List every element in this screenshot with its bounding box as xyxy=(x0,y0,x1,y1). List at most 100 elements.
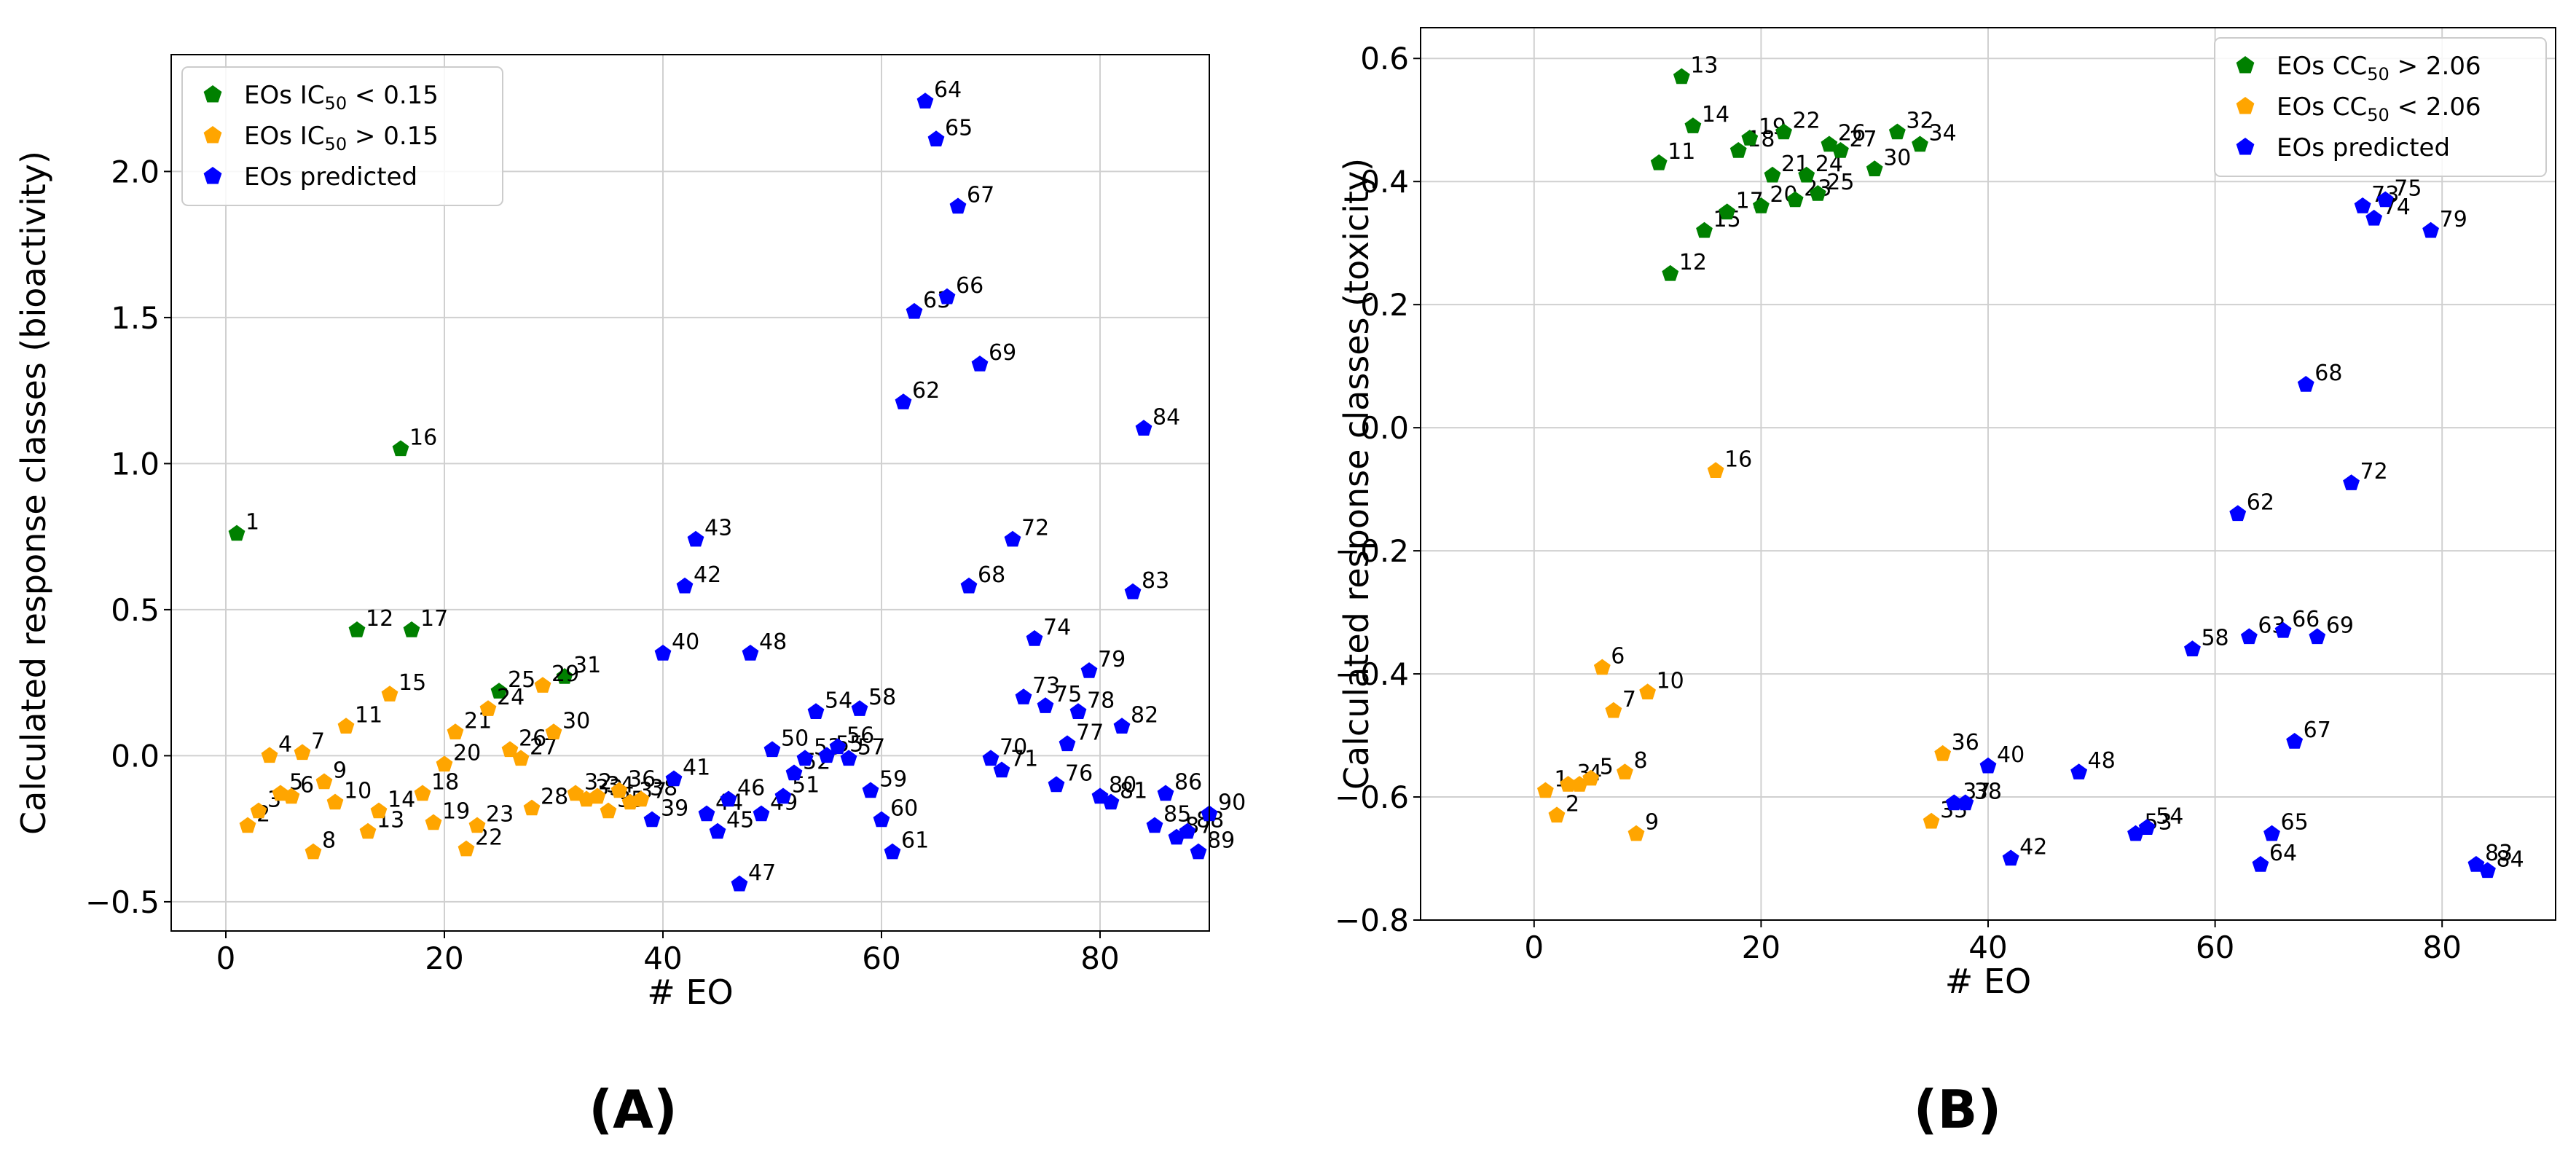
point-label: 68 xyxy=(978,562,1005,588)
legend-label: EOs predicted xyxy=(244,162,417,192)
data-point xyxy=(1004,530,1021,547)
data-point xyxy=(1888,123,1906,140)
data-point xyxy=(927,130,945,146)
data-point xyxy=(239,817,256,833)
data-point xyxy=(1662,264,1679,281)
point-label: 74 xyxy=(1043,615,1071,640)
point-label: 45 xyxy=(726,808,754,833)
y-axis-label: Calculated response classes (toxicity) xyxy=(1337,158,1376,790)
point-label: 60 xyxy=(890,796,918,822)
point-label: 82 xyxy=(1131,702,1158,728)
data-point xyxy=(545,723,562,739)
point-label: 32 xyxy=(1906,109,1933,134)
data-point xyxy=(556,668,573,684)
x-tick-label: 40 xyxy=(643,940,682,976)
point-label: 11 xyxy=(355,702,382,728)
data-point xyxy=(1912,135,1928,152)
point-label: 72 xyxy=(1021,516,1049,541)
data-point xyxy=(370,802,388,819)
data-point xyxy=(884,843,901,860)
data-point xyxy=(2376,191,2394,208)
point-label: 69 xyxy=(989,340,1016,366)
point-label: 12 xyxy=(1679,250,1707,275)
point-label: 19 xyxy=(442,799,470,825)
data-point xyxy=(720,790,737,807)
x-tick-label: 60 xyxy=(2196,930,2234,965)
axes-frame xyxy=(170,54,1210,932)
point-label: 84 xyxy=(2497,846,2524,872)
point-label: 59 xyxy=(879,767,907,793)
legend-marker xyxy=(203,85,222,103)
data-point xyxy=(2309,628,2326,645)
point-label: 29 xyxy=(551,661,579,687)
point-label: 65 xyxy=(2281,810,2309,836)
point-label: 4 xyxy=(278,731,292,757)
data-point xyxy=(468,817,486,833)
data-point xyxy=(337,718,355,734)
data-point xyxy=(326,793,344,810)
point-label: 13 xyxy=(1690,53,1718,79)
point-label: 42 xyxy=(694,562,721,588)
point-label: 31 xyxy=(573,653,601,678)
data-point xyxy=(228,525,246,541)
data-point xyxy=(676,577,694,594)
y-tick-label: 0.0 xyxy=(111,738,160,774)
data-point xyxy=(348,621,366,637)
y-tick-label: 1.5 xyxy=(111,300,160,336)
point-label: 26 xyxy=(519,726,546,751)
point-label: 65 xyxy=(945,115,973,141)
data-point xyxy=(2002,849,2019,866)
point-label: 2 xyxy=(1566,791,1579,817)
y-tick-label: −0.2 xyxy=(1335,533,1409,569)
data-point xyxy=(654,645,672,661)
data-point xyxy=(1179,822,1196,839)
data-point xyxy=(731,875,748,892)
y-tick-label: −0.8 xyxy=(1335,903,1409,938)
data-point xyxy=(534,677,551,693)
point-label: 57 xyxy=(857,734,885,760)
point-label: 72 xyxy=(2360,459,2388,484)
point-label: 64 xyxy=(934,77,962,103)
data-point xyxy=(2422,221,2439,238)
point-label: 27 xyxy=(1849,127,1877,152)
data-point xyxy=(250,802,267,819)
x-tick-label: 60 xyxy=(862,940,900,976)
data-point xyxy=(1673,68,1690,85)
legend-box xyxy=(2214,37,2547,177)
panel-label: (B) xyxy=(1914,1079,2002,1140)
x-axis-label: # EO xyxy=(1945,962,2031,1001)
point-label: 79 xyxy=(2440,207,2467,232)
point-label: 47 xyxy=(748,860,776,886)
data-point xyxy=(1866,160,1883,176)
y-axis-label: Calculated response classes (bioactivity… xyxy=(14,151,53,835)
point-label: 67 xyxy=(967,183,994,208)
data-point xyxy=(294,744,311,761)
data-point xyxy=(1157,785,1174,801)
data-point xyxy=(1764,166,1781,183)
data-point xyxy=(283,787,300,804)
data-point xyxy=(447,723,464,739)
data-point xyxy=(665,770,683,787)
data-point xyxy=(818,747,836,763)
data-point xyxy=(1113,718,1131,734)
point-label: 78 xyxy=(1087,688,1115,713)
point-label: 36 xyxy=(1952,730,1979,755)
data-point xyxy=(1548,806,1566,823)
point-label: 62 xyxy=(2247,490,2274,515)
data-point xyxy=(436,755,453,772)
point-label: 15 xyxy=(398,670,426,696)
point-label: 40 xyxy=(672,629,699,655)
legend-label: EOs IC50 < 0.15 xyxy=(244,81,439,114)
data-point xyxy=(1775,123,1792,140)
data-point xyxy=(1593,659,1611,675)
data-point xyxy=(381,685,398,702)
point-label: 20 xyxy=(453,740,481,766)
point-label: 7 xyxy=(1622,687,1636,712)
point-label: 54 xyxy=(2156,804,2183,829)
data-point xyxy=(1957,794,1974,811)
data-point xyxy=(523,799,541,816)
data-point xyxy=(1015,688,1032,704)
x-axis-label: # EO xyxy=(647,973,733,1012)
y-tick-label: 1.0 xyxy=(111,446,160,482)
data-point xyxy=(938,288,956,305)
